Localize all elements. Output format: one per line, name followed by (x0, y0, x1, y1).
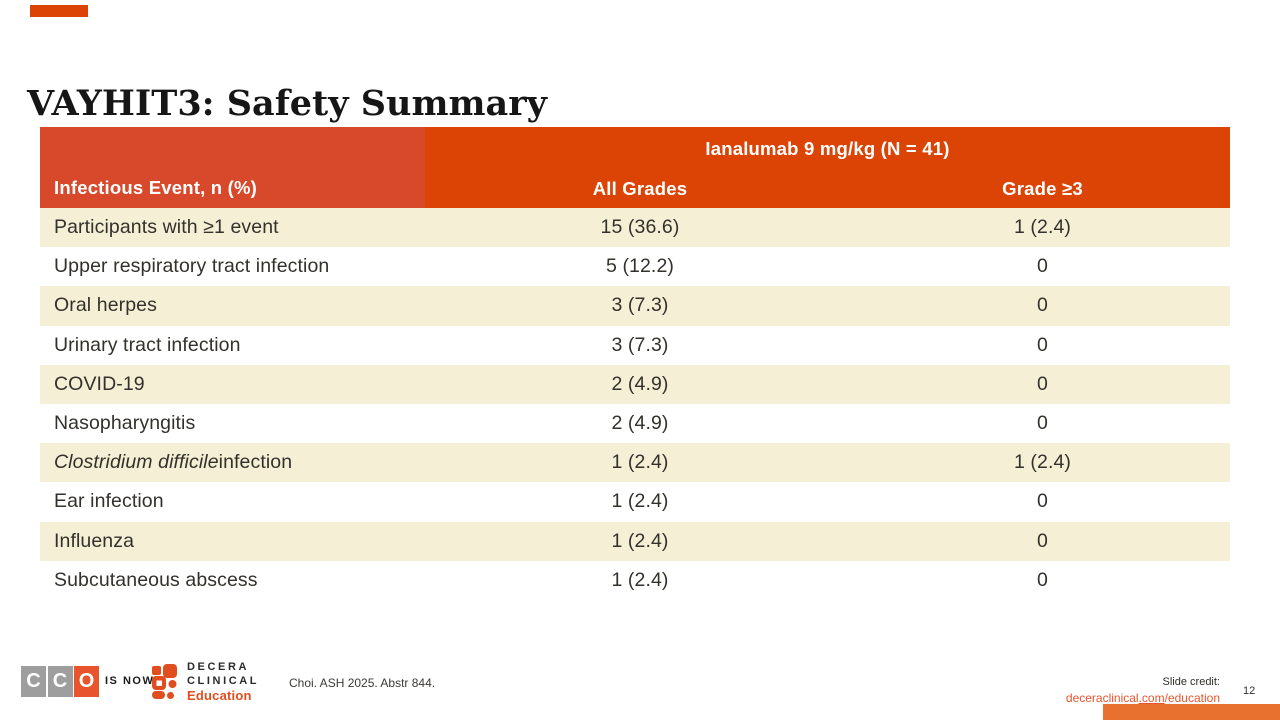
decera-logo-icon (152, 664, 177, 699)
safety-summary-table: Infectious Event, n (%) Ianalumab 9 mg/k… (40, 127, 1230, 600)
grade-ge3-value-cell: 0 (855, 403, 1230, 444)
column-header-label: Infectious Event, n (%) (54, 177, 257, 198)
all-grades-value-cell: 1 (2.4) (425, 560, 855, 600)
column-header-all-grades: All Grades (425, 170, 855, 208)
event-name-cell: Nasopharyngitis (40, 403, 425, 444)
grade-ge3-value-cell: 0 (855, 521, 1230, 561)
all-grades-value-cell: 1 (2.4) (425, 443, 855, 483)
column-header-grade-ge3: Grade ≥3 (855, 170, 1230, 208)
column-header-infectious-event: Infectious Event, n (%) (40, 127, 425, 208)
all-grades-value-cell: 2 (4.9) (425, 364, 855, 404)
grade-ge3-label: Grade ≥3 (1002, 178, 1083, 199)
grade-ge3-value-cell: 1 (2.4) (855, 443, 1230, 483)
grade-ge3-value-cell: 0 (855, 364, 1230, 404)
event-name-cell: COVID-19 (40, 364, 425, 404)
all-grades-value-cell: 1 (2.4) (425, 521, 855, 561)
cco-logo-letter-2: C (47, 666, 73, 697)
slide-credit-link[interactable]: deceraclinical.com/education (1066, 692, 1220, 704)
grade-ge3-value-cell: 0 (855, 247, 1230, 287)
event-name-cell: Clostridium difficile infection (40, 443, 425, 483)
top-left-accent-bar (30, 5, 88, 17)
event-name-cell: Oral herpes (40, 286, 425, 326)
span-header-label: Ianalumab 9 mg/kg (N = 41) (705, 137, 950, 159)
page-title: VAYHIT3: Safety Summary (27, 83, 547, 125)
cco-logo-letter-3: O (74, 666, 99, 697)
link-domain: deceraclinical (1065, 691, 1139, 705)
is-now-label: IS NOW (105, 675, 155, 687)
citation-text: Choi. ASH 2025. Abstr 844. (289, 676, 436, 690)
link-tld: .com (1138, 691, 1165, 705)
event-name-cell: Influenza (40, 521, 425, 561)
grade-ge3-value-cell: 0 (855, 482, 1230, 522)
decera-brand-text: DECERA CLINICAL Education (187, 661, 260, 703)
event-name-cell: Ear infection (40, 482, 425, 522)
all-grades-value-cell: 3 (7.3) (425, 325, 855, 365)
event-name-cell: Subcutaneous abscess (40, 560, 425, 600)
grade-ge3-value-cell: 0 (855, 286, 1230, 326)
all-grades-label: All Grades (592, 178, 688, 199)
bottom-right-accent-bar (1103, 704, 1280, 720)
slide-credit-block: Slide credit: deceraclinical.com/educati… (1066, 676, 1220, 705)
cco-logo-letter-1: C (21, 666, 46, 697)
event-name-cell: Upper respiratory tract infection (40, 247, 425, 287)
all-grades-value-cell: 2 (4.9) (425, 403, 855, 444)
grade-ge3-value-cell: 0 (855, 560, 1230, 600)
grade-ge3-value-cell: 0 (855, 325, 1230, 365)
grade-ge3-value-cell: 1 (2.4) (855, 208, 1230, 248)
span-header-ianalumab: Ianalumab 9 mg/kg (N = 41) (425, 127, 1230, 170)
all-grades-value-cell: 1 (2.4) (425, 482, 855, 522)
cco-logo: C C O (21, 666, 99, 697)
event-name-cell: Urinary tract infection (40, 325, 425, 365)
slide-credit-label: Slide credit: (1162, 676, 1220, 688)
event-name-cell: Participants with ≥1 event (40, 208, 425, 248)
brand-line-decera: DECERA (187, 661, 250, 673)
page-number: 12 (1243, 685, 1256, 697)
link-path: /education (1164, 691, 1220, 705)
all-grades-value-cell: 3 (7.3) (425, 286, 855, 326)
all-grades-value-cell: 15 (36.6) (425, 208, 855, 248)
brand-line-education: Education (187, 688, 252, 703)
all-grades-value-cell: 5 (12.2) (425, 247, 855, 287)
brand-line-clinical: CLINICAL (187, 674, 260, 687)
